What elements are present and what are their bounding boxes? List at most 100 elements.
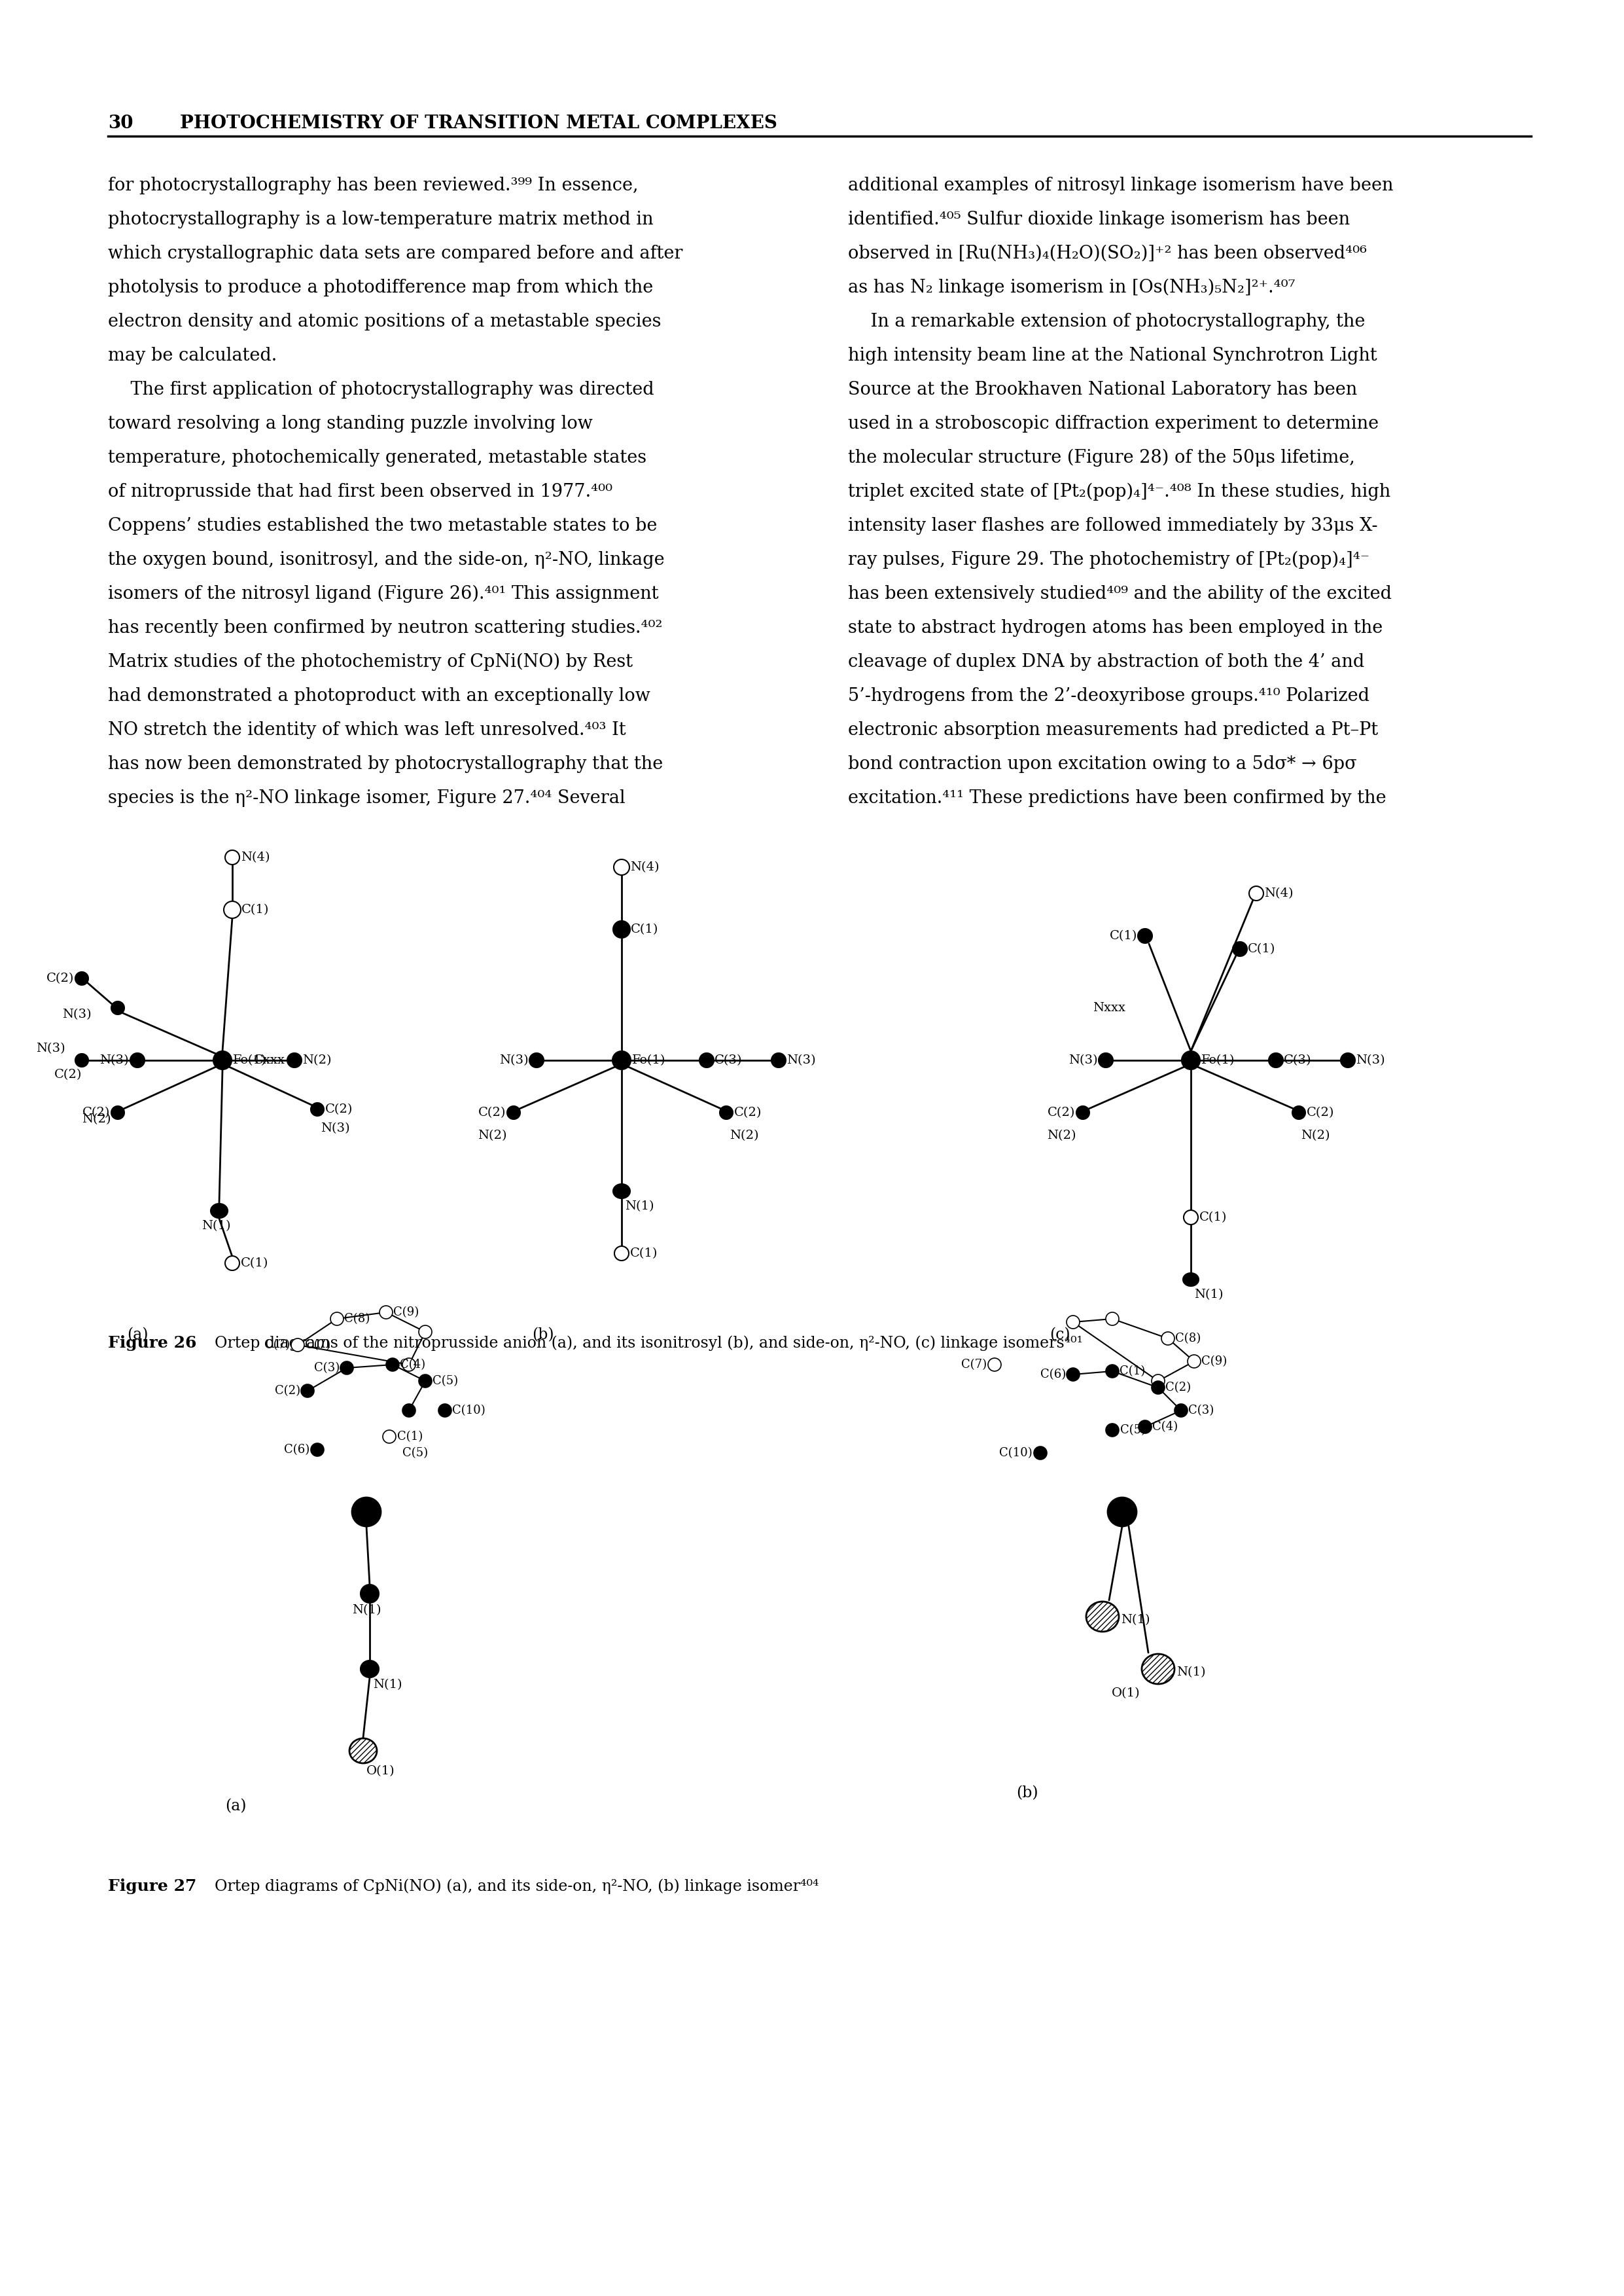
Text: N(4): N(4): [1263, 889, 1293, 900]
Text: triplet excited state of [Pt₂(pop)₄]⁴⁻.⁴⁰⁸ In these studies, high: triplet excited state of [Pt₂(pop)₄]⁴⁻.⁴…: [848, 482, 1390, 501]
Text: N(2): N(2): [1301, 1130, 1330, 1141]
Ellipse shape: [213, 1052, 232, 1070]
Ellipse shape: [291, 1339, 304, 1352]
Ellipse shape: [287, 1054, 302, 1068]
Ellipse shape: [1184, 1210, 1199, 1224]
Text: may be calculated.: may be calculated.: [107, 347, 278, 365]
Ellipse shape: [1034, 1446, 1047, 1460]
Ellipse shape: [1174, 1403, 1187, 1417]
Text: (a): (a): [127, 1327, 148, 1343]
Text: (a): (a): [224, 1798, 247, 1814]
Ellipse shape: [1233, 941, 1247, 955]
Ellipse shape: [75, 1054, 88, 1068]
Text: C(1): C(1): [1200, 1212, 1228, 1224]
Ellipse shape: [387, 1359, 400, 1371]
Ellipse shape: [1106, 1364, 1119, 1378]
Text: NO stretch the identity of which was left unresolved.⁴⁰³ It: NO stretch the identity of which was lef…: [107, 721, 625, 739]
Ellipse shape: [1182, 1272, 1199, 1286]
Text: N(3): N(3): [99, 1054, 128, 1065]
Ellipse shape: [349, 1738, 377, 1763]
Text: C(3): C(3): [1189, 1405, 1213, 1417]
Text: Coppens’ studies established the two metastable states to be: Coppens’ studies established the two met…: [107, 517, 658, 535]
Text: Matrix studies of the photochemistry of CpNi(NO) by Rest: Matrix studies of the photochemistry of …: [107, 652, 633, 670]
Text: excitation.⁴¹¹ These predictions have been confirmed by the: excitation.⁴¹¹ These predictions have be…: [848, 790, 1387, 806]
Ellipse shape: [300, 1384, 313, 1398]
Text: Fe(1): Fe(1): [232, 1054, 266, 1065]
Ellipse shape: [341, 1362, 354, 1375]
Text: C(2): C(2): [477, 1107, 505, 1118]
Text: has recently been confirmed by neutron scattering studies.⁴⁰²: has recently been confirmed by neutron s…: [107, 620, 663, 636]
Ellipse shape: [310, 1444, 323, 1456]
Text: cleavage of duplex DNA by abstraction of both the 4’ and: cleavage of duplex DNA by abstraction of…: [848, 652, 1364, 670]
Text: Ortep diagrams of the nitroprusside anion (a), and its isonitrosyl (b), and side: Ortep diagrams of the nitroprusside anio…: [205, 1336, 1083, 1350]
Text: C(4): C(4): [1153, 1421, 1177, 1433]
Text: C(1): C(1): [240, 1258, 268, 1270]
Text: C(6): C(6): [1041, 1368, 1065, 1380]
Ellipse shape: [614, 1185, 630, 1199]
Ellipse shape: [614, 921, 630, 937]
Text: (b): (b): [533, 1327, 554, 1343]
Ellipse shape: [1182, 1052, 1200, 1070]
Text: C(7): C(7): [961, 1359, 987, 1371]
Ellipse shape: [419, 1375, 432, 1387]
Text: N(1): N(1): [374, 1678, 403, 1690]
Text: for photocrystallography has been reviewed.³⁹⁹ In essence,: for photocrystallography has been review…: [107, 177, 638, 195]
Ellipse shape: [1067, 1316, 1080, 1329]
Text: N(1): N(1): [1121, 1614, 1150, 1626]
Ellipse shape: [1161, 1332, 1174, 1345]
Ellipse shape: [1106, 1313, 1119, 1325]
Ellipse shape: [419, 1325, 432, 1339]
Ellipse shape: [1106, 1424, 1119, 1437]
Ellipse shape: [1138, 1421, 1151, 1433]
Text: Ortep diagrams of CpNi(NO) (a), and its side-on, η²-NO, (b) linkage isomer⁴⁰⁴: Ortep diagrams of CpNi(NO) (a), and its …: [205, 1878, 818, 1894]
Text: C(5): C(5): [403, 1446, 429, 1458]
Text: bond contraction upon excitation owing to a 5dσ* → 6pσ: bond contraction upon excitation owing t…: [848, 755, 1356, 774]
Ellipse shape: [211, 1203, 227, 1219]
Text: N(4): N(4): [630, 861, 659, 872]
Text: Fe(1): Fe(1): [632, 1054, 666, 1065]
Ellipse shape: [380, 1306, 393, 1318]
Text: the oxygen bound, isonitrosyl, and the side-on, η²-NO, linkage: the oxygen bound, isonitrosyl, and the s…: [107, 551, 664, 569]
Text: electronic absorption measurements had predicted a Pt–Pt: electronic absorption measurements had p…: [848, 721, 1379, 739]
Ellipse shape: [226, 850, 239, 866]
Text: C(1): C(1): [1119, 1366, 1145, 1378]
Ellipse shape: [1086, 1603, 1119, 1632]
Ellipse shape: [224, 902, 240, 918]
Ellipse shape: [1138, 930, 1153, 944]
Ellipse shape: [614, 1247, 628, 1261]
Text: C(2): C(2): [1307, 1107, 1335, 1118]
Ellipse shape: [1151, 1380, 1164, 1394]
Text: of nitroprusside that had first been observed in 1977.⁴⁰⁰: of nitroprusside that had first been obs…: [107, 482, 612, 501]
Ellipse shape: [361, 1660, 378, 1678]
Ellipse shape: [987, 1359, 1000, 1371]
Ellipse shape: [614, 859, 630, 875]
Ellipse shape: [226, 1256, 239, 1270]
Ellipse shape: [310, 1102, 323, 1116]
Text: C(5): C(5): [432, 1375, 458, 1387]
Text: C(10): C(10): [999, 1446, 1033, 1458]
Text: (c): (c): [1049, 1327, 1070, 1343]
Text: N(1): N(1): [1176, 1667, 1205, 1678]
Text: N(1): N(1): [625, 1201, 654, 1212]
Text: Fe(1): Fe(1): [1202, 1054, 1234, 1065]
Text: C(1): C(1): [630, 923, 658, 934]
Ellipse shape: [1293, 1107, 1306, 1118]
Ellipse shape: [438, 1403, 451, 1417]
Ellipse shape: [75, 971, 88, 985]
Text: observed in [Ru(NH₃)₄(H₂O)(SO₂)]⁺² has been observed⁴⁰⁶: observed in [Ru(NH₃)₄(H₂O)(SO₂)]⁺² has b…: [848, 246, 1367, 262]
Text: N(3): N(3): [320, 1123, 349, 1134]
Ellipse shape: [1341, 1054, 1354, 1068]
Text: C(1): C(1): [1109, 930, 1137, 941]
Text: C(6): C(6): [284, 1444, 310, 1456]
Ellipse shape: [719, 1107, 732, 1118]
Text: C(7): C(7): [265, 1339, 289, 1350]
Text: had demonstrated a photoproduct with an exceptionally low: had demonstrated a photoproduct with an …: [107, 687, 650, 705]
Text: C(3): C(3): [313, 1362, 339, 1373]
Text: 5’-hydrogens from the 2’-deoxyribose groups.⁴¹⁰ Polarized: 5’-hydrogens from the 2’-deoxyribose gro…: [848, 687, 1369, 705]
Ellipse shape: [330, 1313, 344, 1325]
Ellipse shape: [771, 1054, 786, 1068]
Text: Figure 27: Figure 27: [107, 1878, 197, 1894]
Text: C(1): C(1): [1247, 944, 1275, 955]
Ellipse shape: [612, 1052, 630, 1070]
Text: 30: 30: [107, 115, 133, 133]
